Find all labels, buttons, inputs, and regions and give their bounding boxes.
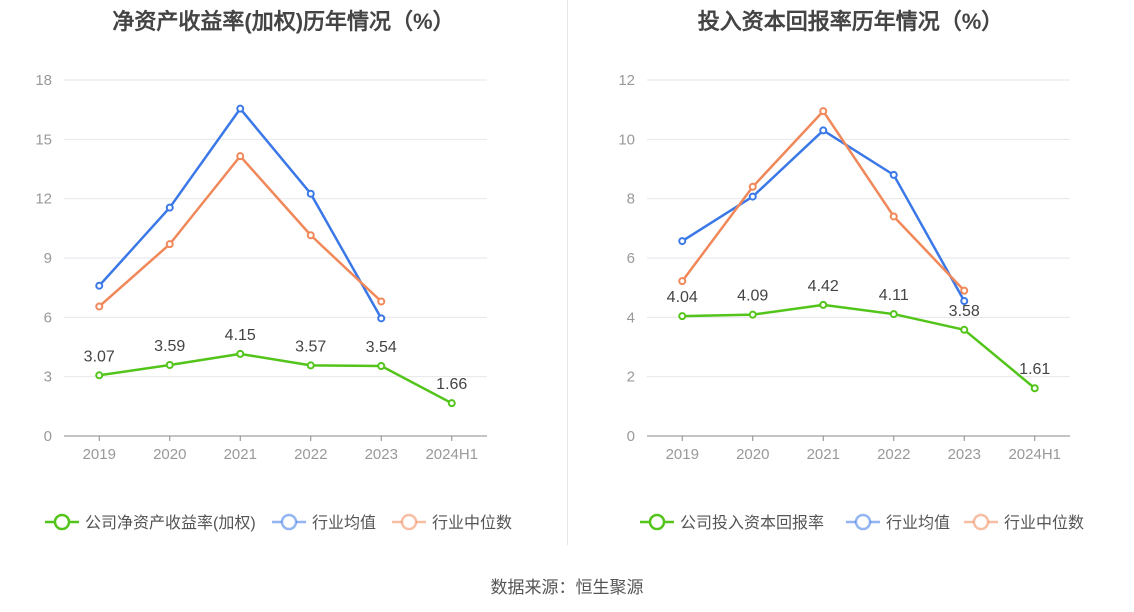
data-point-industry_avg (306, 189, 315, 198)
legend-label-industry_avg: 行业均值 (886, 514, 950, 532)
data-label: 4.09 (737, 288, 768, 305)
data-point-industry_median (678, 277, 687, 286)
data-source-note: 数据来源：恒生聚源 (490, 578, 644, 597)
roe-chart-panel: 净资产收益率(加权)历年情况（%） 0 3 6 9 12 15 18 2019 2020 2021… (0, 0, 567, 560)
data-point-industry_median (165, 240, 174, 249)
legend-label-company: 公司投入资本回报率 (680, 514, 824, 532)
data-point-industry_avg (678, 237, 687, 246)
data-label: 1.66 (436, 376, 467, 393)
data-point-industry_avg (748, 192, 757, 201)
data-point-industry_median (236, 152, 245, 161)
y-tick-label: 18 (35, 72, 52, 89)
y-tick-label: 10 (618, 131, 635, 148)
y-tick-label: 12 (618, 72, 635, 89)
data-point-industry_median (748, 182, 757, 191)
chart-title: 投入资本回报率历年情况（%） (697, 9, 1004, 34)
data-label: 3.57 (295, 338, 326, 355)
x-tick-label: 2023 (365, 446, 398, 463)
x-tick-label: 2019 (666, 446, 699, 463)
x-tick-label: 2024H1 (425, 446, 478, 463)
series-line-industry_avg (98, 107, 383, 319)
roic-line-chart: 0 2 4 6 8 10 12 2019 2020 2021 2022 2023 2024H1 4.04 4… (618, 72, 1084, 532)
data-point-company (1030, 384, 1039, 393)
y-tick-label: 8 (627, 191, 635, 208)
panel-divider (567, 0, 568, 545)
series-line-industry_avg (681, 129, 966, 302)
legend-label-industry_median: 行业中位数 (1004, 514, 1084, 532)
data-point-company (889, 310, 898, 319)
x-tick-label: 2024H1 (1008, 446, 1061, 463)
legend-marker-company (53, 513, 71, 531)
legend-marker-industry_median (400, 513, 418, 531)
data-label: 4.15 (225, 327, 256, 344)
data-point-industry_median (306, 231, 315, 240)
x-tick-label: 2021 (224, 446, 257, 463)
data-label: 4.42 (808, 278, 839, 295)
x-tick-label: 2020 (153, 446, 186, 463)
legend-marker-industry_avg (854, 513, 872, 531)
legend-label-company: 公司净资产收益率(加权) (85, 514, 256, 532)
data-point-industry_avg (165, 203, 174, 212)
y-tick-label: 6 (44, 309, 52, 326)
data-point-company (960, 325, 969, 334)
data-point-industry_avg (236, 104, 245, 113)
series-line-company (99, 352, 453, 405)
data-point-industry_median (889, 212, 898, 221)
roic-chart-panel: 投入资本回报率历年情况（%） 0 2 4 6 8 10 12 2019 2020 2021 2022… (567, 0, 1134, 560)
data-point-industry_avg (819, 126, 828, 135)
roe-line-chart: 0 3 6 9 12 15 18 2019 2020 2021 2022 2023 2024H1 3.07… (35, 72, 512, 532)
legend-marker-industry_median (972, 513, 990, 531)
data-label: 3.58 (949, 303, 980, 320)
legend-marker-company (648, 513, 666, 531)
data-point-industry_avg (95, 281, 104, 290)
x-tick-label: 2023 (948, 446, 981, 463)
x-tick-label: 2020 (736, 446, 769, 463)
data-point-industry_avg (889, 170, 898, 179)
data-point-company (236, 349, 245, 358)
y-tick-label: 6 (627, 250, 635, 267)
x-tick-label: 2019 (83, 446, 116, 463)
data-point-company (748, 310, 757, 319)
data-point-industry_median (960, 286, 969, 295)
y-tick-label: 4 (627, 309, 635, 326)
data-point-company (447, 399, 456, 408)
data-point-company (819, 300, 828, 309)
y-tick-label: 3 (44, 369, 52, 386)
legend-label-industry_avg: 行业均值 (312, 514, 376, 532)
data-label: 3.54 (366, 339, 397, 356)
data-point-company (678, 312, 687, 321)
x-tick-label: 2021 (807, 446, 840, 463)
data-point-company (377, 361, 386, 370)
legend-marker-industry_avg (280, 513, 298, 531)
data-point-industry_avg (960, 297, 969, 306)
x-tick-label: 2022 (294, 446, 327, 463)
y-tick-label: 2 (627, 369, 635, 386)
y-tick-label: 12 (35, 191, 52, 208)
y-tick-label: 0 (44, 428, 52, 445)
data-label: 4.11 (879, 287, 909, 304)
y-tick-label: 15 (35, 131, 52, 148)
data-label: 1.61 (1019, 361, 1050, 378)
series-line-company (682, 303, 1036, 390)
data-point-company (165, 360, 174, 369)
chart-title: 净资产收益率(加权)历年情况（%） (112, 9, 455, 34)
data-point-industry_avg (377, 314, 386, 323)
legend-label-industry_median: 行业中位数 (432, 514, 512, 532)
data-label: 4.04 (667, 289, 698, 306)
y-tick-label: 0 (627, 428, 635, 445)
data-point-industry_median (95, 302, 104, 311)
data-label: 3.07 (84, 348, 115, 365)
series-line-industry_median (681, 109, 966, 292)
data-point-industry_median (377, 297, 386, 306)
series-line-industry_median (98, 154, 383, 308)
data-point-company (95, 371, 104, 380)
x-tick-label: 2022 (877, 446, 910, 463)
data-point-industry_median (819, 107, 828, 116)
data-point-company (306, 361, 315, 370)
y-tick-label: 9 (44, 250, 52, 267)
data-label: 3.59 (154, 338, 185, 355)
